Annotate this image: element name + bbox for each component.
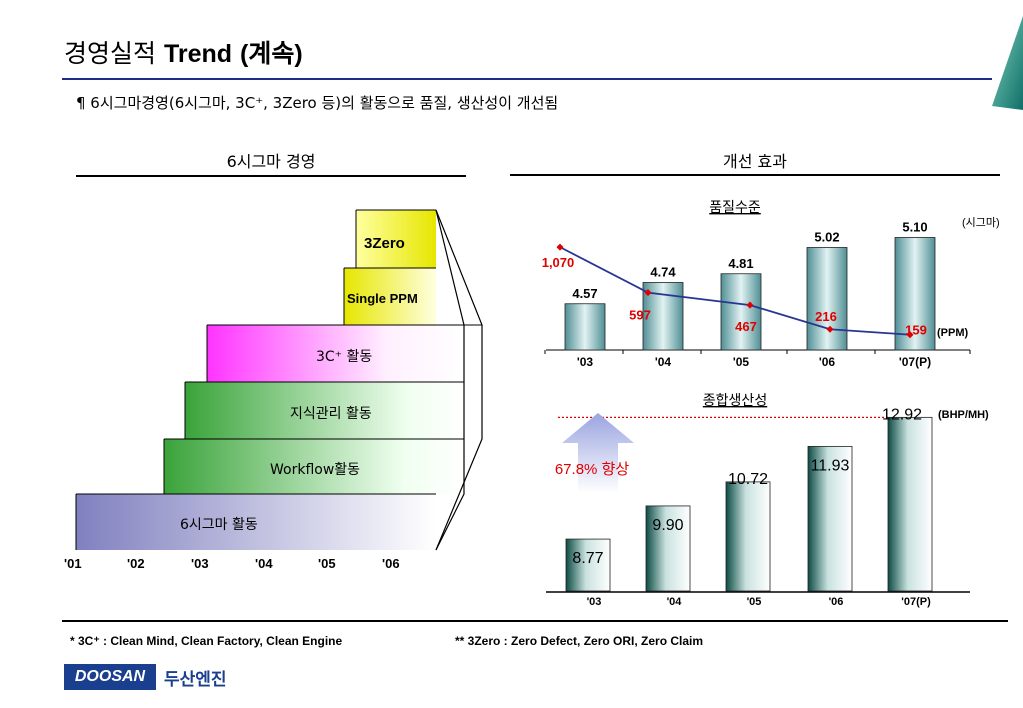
- improvement-heading: 개선 효과: [723, 152, 787, 171]
- doosan-logo: DOOSAN: [64, 664, 156, 690]
- bar: [564, 303, 606, 351]
- quality-level-chart: 품질수준 4.57 '03 4.74 '04 4.81 '05 5.02 '06 5.10 '07(…: [542, 199, 1000, 369]
- year-label: '04: [255, 556, 273, 571]
- bar: [645, 505, 691, 592]
- chart-title: 종합생산성: [703, 392, 767, 408]
- company-name: 두산엔진: [164, 670, 227, 690]
- bar: [806, 247, 848, 351]
- x-tick-label: '06: [829, 596, 844, 608]
- staircase-chevron: [435, 209, 483, 551]
- x-tick-label: '05: [747, 596, 762, 608]
- step-single-ppm: [344, 268, 436, 325]
- bar-value-label: 9.90: [652, 517, 683, 534]
- step-3c-activity: [207, 325, 464, 382]
- bar-value-label: 10.72: [728, 471, 768, 488]
- year-label: '02: [127, 556, 145, 571]
- corner-triangle-decoration: [992, 16, 1023, 110]
- ppm-value-label: 216: [815, 309, 837, 324]
- chart-title: 품질수준: [709, 199, 761, 215]
- activity-staircase: [75, 209, 483, 551]
- year-label: '06: [382, 556, 400, 571]
- ppm-point: [906, 331, 914, 339]
- year-label: '03: [191, 556, 209, 571]
- bar: [725, 481, 771, 592]
- ppm-point: [556, 243, 564, 251]
- six-sigma-heading-rule: [76, 175, 466, 177]
- step-label-3zero: 3Zero: [364, 235, 405, 252]
- x-tick-label: '07(P): [901, 596, 931, 608]
- step-label-3c: 3C⁺ 활동: [316, 349, 373, 365]
- step-knowledge-mgmt: [185, 382, 464, 439]
- step-label-workflow: Workflow활동: [270, 462, 361, 478]
- step-3zero: [356, 210, 436, 268]
- x-tick-label: '03: [577, 355, 594, 369]
- bar-value-label: 4.81: [728, 256, 753, 271]
- bar-value-label: 12.92: [882, 406, 922, 423]
- bar-value-label: 5.02: [814, 230, 839, 245]
- improvement-heading-rule: [510, 174, 1000, 176]
- x-tick-label: '05: [733, 355, 750, 369]
- x-tick-label: '06: [819, 355, 836, 369]
- title-underline: [62, 78, 992, 80]
- ppm-value-label: 597: [629, 308, 651, 323]
- footer-rule: [62, 620, 1008, 622]
- footnote-3c: * 3C⁺ : Clean Mind, Clean Factory, Clean…: [70, 634, 343, 648]
- bar-value-label: 8.77: [572, 550, 603, 567]
- step-label-single-ppm: Single PPM: [347, 291, 418, 306]
- year-label: '05: [318, 556, 336, 571]
- bar: [887, 416, 933, 592]
- step-six-sigma: [76, 494, 436, 550]
- ppm-point: [746, 301, 754, 309]
- six-sigma-heading: 6시그마 경영: [226, 152, 316, 171]
- ppm-value-label: 159: [905, 323, 927, 338]
- series-unit-label: (시그마): [962, 216, 1000, 229]
- bar: [807, 445, 853, 592]
- step-workflow: [164, 439, 464, 494]
- ppm-value-label: 1,070: [542, 255, 575, 270]
- bar-value-label: 5.10: [902, 220, 927, 235]
- bar: [720, 273, 762, 351]
- bar-value-label: 4.74: [650, 265, 676, 280]
- subtitle: ¶ 6시그마경영(6시그마, 3C⁺, 3Zero 등)의 활동으로 품질, 생…: [76, 94, 559, 112]
- ppm-point: [644, 289, 652, 297]
- bar: [894, 237, 936, 351]
- step-label-six-sigma: 6시그마 활동: [180, 517, 258, 533]
- step-label-knowledge: 지식관리 활동: [290, 406, 372, 422]
- x-tick-label: '07(P): [899, 355, 931, 369]
- year-label: '01: [64, 556, 82, 571]
- page-title: 경영실적 Trend (계속): [64, 39, 303, 68]
- x-tick-label: '04: [667, 596, 683, 608]
- x-tick-label: '04: [655, 355, 672, 369]
- bar-value-label: 4.57: [572, 286, 597, 301]
- improvement-arrow: [562, 413, 634, 493]
- ppm-point: [826, 325, 834, 333]
- improvement-annotation: 67.8% 향상: [555, 461, 629, 478]
- productivity-chart: 종합생산성 67.8% 향상 8.77 '03 9.90 '04 10.72 '05 11.93…: [546, 392, 989, 608]
- bar: [565, 538, 611, 592]
- x-tick-label: '03: [587, 596, 602, 608]
- series-unit-label: (PPM): [937, 327, 969, 339]
- bar-value-label: 11.93: [811, 457, 850, 474]
- footnote-3zero: ** 3Zero : Zero Defect, Zero ORI, Zero C…: [455, 634, 704, 648]
- ppm-value-label: 467: [735, 319, 757, 334]
- series-unit-label: (BHP/MH): [938, 409, 989, 421]
